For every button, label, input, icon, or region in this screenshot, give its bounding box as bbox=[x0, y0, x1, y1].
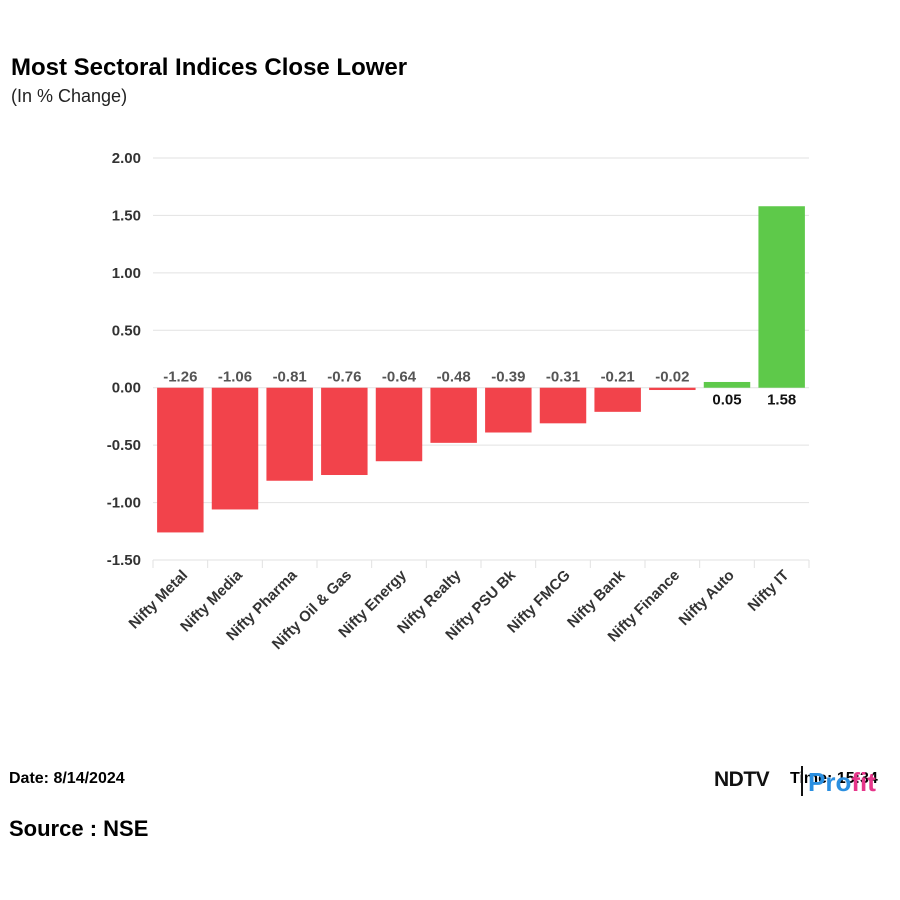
bar bbox=[321, 387, 368, 476]
ndtv-profit-logo: NDTV Profit bbox=[714, 764, 894, 798]
y-tick-label: 1.00 bbox=[112, 265, 141, 282]
bar bbox=[211, 387, 259, 510]
value-label: -0.64 bbox=[382, 369, 417, 386]
category-label: Nifty Auto bbox=[676, 567, 738, 629]
value-label: -0.31 bbox=[546, 369, 580, 386]
bar bbox=[649, 387, 696, 391]
y-tick-label: 1.50 bbox=[112, 207, 141, 224]
bar bbox=[594, 387, 641, 412]
logo-divider bbox=[801, 766, 803, 796]
bar bbox=[758, 206, 805, 388]
value-labels: -1.26 -1.06 -0.81 -0.76 -0.64 -0.48 -0.39 -0.31… bbox=[163, 369, 796, 409]
bar bbox=[430, 387, 477, 443]
bar bbox=[539, 387, 587, 424]
y-tick-label: -1.50 bbox=[107, 552, 141, 569]
logo-profit-part-b: fit bbox=[851, 767, 876, 797]
value-label: 0.05 bbox=[712, 392, 741, 409]
y-tick-label: -0.50 bbox=[107, 437, 141, 454]
y-tick-label: -1.00 bbox=[107, 495, 141, 512]
bar bbox=[703, 381, 751, 388]
logo-profit-text: Profit bbox=[808, 767, 876, 798]
bars bbox=[157, 206, 805, 533]
bar-chart: 2.00 1.50 1.00 0.50 0.00 -0.50 -1.00 -1.50 -1.2… bbox=[107, 150, 810, 653]
value-label: -0.76 bbox=[327, 369, 361, 386]
value-label: -0.39 bbox=[491, 369, 525, 386]
value-label: -1.06 bbox=[218, 369, 252, 386]
y-tick-label: 2.00 bbox=[112, 150, 141, 167]
bar bbox=[375, 387, 423, 462]
value-label: -1.26 bbox=[163, 369, 197, 386]
value-label: -0.48 bbox=[437, 369, 471, 386]
bar bbox=[485, 387, 532, 433]
y-axis-ticks: 2.00 1.50 1.00 0.50 0.00 -0.50 -1.00 -1.50 bbox=[107, 150, 141, 569]
value-label: 1.58 bbox=[767, 392, 796, 409]
y-tick-label: 0.50 bbox=[112, 322, 141, 339]
grid-lines bbox=[152, 157, 810, 568]
chart-subtitle: (In % Change) bbox=[11, 86, 128, 106]
chart-title: Most Sectoral Indices Close Lower bbox=[11, 54, 408, 81]
logo-ndtv-text: NDTV bbox=[714, 768, 770, 791]
bar bbox=[157, 387, 204, 533]
y-tick-label: 0.00 bbox=[112, 380, 141, 397]
bar bbox=[266, 387, 313, 481]
value-label: -0.81 bbox=[273, 369, 307, 386]
category-label: Nifty IT bbox=[745, 567, 793, 615]
source-label: Source : NSE bbox=[9, 816, 149, 841]
date-label: Date: 8/14/2024 bbox=[9, 770, 125, 787]
time-label: Time: 15:34 bbox=[790, 770, 878, 787]
value-label: -0.21 bbox=[601, 369, 635, 386]
logo-profit-part-a: Pro bbox=[808, 767, 852, 797]
value-label: -0.02 bbox=[655, 369, 689, 386]
